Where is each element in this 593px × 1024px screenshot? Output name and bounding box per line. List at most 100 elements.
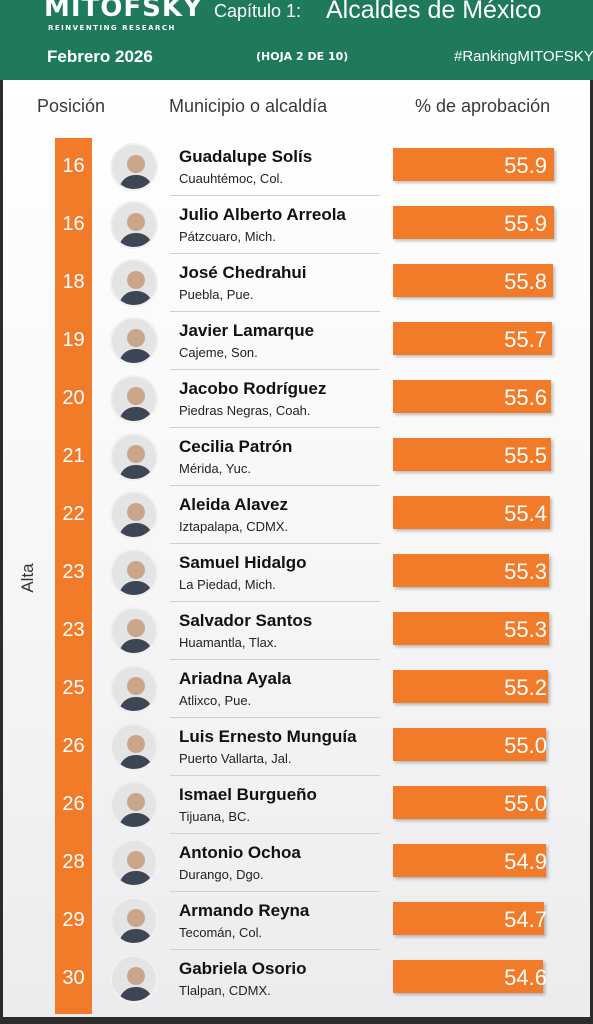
rank-position: 29 xyxy=(62,909,85,931)
row-divider xyxy=(170,659,380,660)
municipality-name: Tijuana, BC. xyxy=(179,809,251,824)
rank-position: 19 xyxy=(62,329,85,351)
ranking-row: 20 Jacobo Rodríguez Piedras Negras, Coah. 5… xyxy=(0,370,593,428)
municipality-name: Puebla, Pue. xyxy=(179,287,254,302)
hashtag: #RankingMITOFSKY xyxy=(454,48,593,65)
approval-bar xyxy=(393,264,553,297)
rank-position: 22 xyxy=(62,503,85,525)
mayor-name: Armando Reyna xyxy=(179,901,310,920)
row-divider xyxy=(170,891,380,892)
rank-position: 26 xyxy=(62,735,85,757)
approval-bar xyxy=(393,786,546,819)
rank-position: 25 xyxy=(62,677,85,699)
avatar xyxy=(110,955,158,1003)
approval-value: 55.2 xyxy=(504,675,547,700)
brand-tagline: REINVENTING RESEARCH xyxy=(48,24,176,32)
approval-value: 54.6 xyxy=(504,965,547,990)
approval-value: 55.3 xyxy=(504,559,547,584)
avatar xyxy=(110,781,158,829)
approval-bar xyxy=(393,322,552,355)
sheet-indicator: (HOJA 2 DE 10) xyxy=(256,50,349,63)
approval-value: 55.3 xyxy=(504,617,547,642)
municipality-name: Tlalpan, CDMX. xyxy=(179,983,271,998)
row-divider xyxy=(170,427,380,428)
approval-bar xyxy=(393,902,544,935)
mayor-name: Aleida Alavez xyxy=(179,495,288,514)
avatar xyxy=(110,897,158,945)
municipality-name: Puerto Vallarta, Jal. xyxy=(179,751,292,766)
municipality-name: Durango, Dgo. xyxy=(179,867,264,882)
row-divider xyxy=(170,195,380,196)
municipality-name: Huamantla, Tlax. xyxy=(179,635,278,650)
rank-position: 21 xyxy=(62,445,85,467)
avatar xyxy=(110,723,158,771)
rank-position: 16 xyxy=(62,155,85,177)
avatar xyxy=(110,201,158,249)
mayor-name: Ariadna Ayala xyxy=(179,669,292,688)
approval-value: 55.0 xyxy=(504,791,547,816)
mayor-name: Cecilia Patrón xyxy=(179,437,293,456)
approval-bar xyxy=(393,148,554,181)
approval-bar xyxy=(393,554,549,587)
approval-value: 55.5 xyxy=(504,443,547,468)
approval-bar xyxy=(393,728,546,761)
mayor-name: Jacobo Rodríguez xyxy=(179,379,327,398)
municipality-name: Pátzcuaro, Mich. xyxy=(179,229,276,244)
approval-bar xyxy=(393,670,548,703)
municipality-name: Cuauhtémoc, Col. xyxy=(179,171,284,186)
rank-position: 23 xyxy=(62,561,85,583)
approval-value: 54.7 xyxy=(504,907,547,932)
rank-position: 18 xyxy=(62,271,85,293)
ranking-row: 28 Antonio Ochoa Durango, Dgo. 54.9 xyxy=(0,834,593,892)
municipality-name: La Piedad, Mich. xyxy=(179,577,276,592)
avatar xyxy=(110,375,158,423)
ranking-row: 26 Luis Ernesto Munguía Puerto Vallarta, J… xyxy=(0,718,593,776)
chapter-label: Capítulo 1: xyxy=(214,1,302,21)
approval-value: 55.9 xyxy=(504,211,547,236)
municipality-name: Iztapalapa, CDMX. xyxy=(179,519,289,534)
header-banner: MITOFSKY REINVENTING RESEARCH Capítulo 1… xyxy=(0,0,593,80)
brand-logo: MITOFSKY xyxy=(44,0,203,23)
row-divider xyxy=(170,253,380,254)
ranking-row: 23 Salvador Santos Huamantla, Tlax. 55.3 xyxy=(0,602,593,660)
row-divider xyxy=(170,369,380,370)
avatar xyxy=(110,433,158,481)
approval-value: 55.0 xyxy=(504,733,547,758)
avatar xyxy=(110,665,158,713)
approval-bar xyxy=(393,844,546,877)
avatar xyxy=(110,143,158,191)
municipality-name: Atlixco, Pue. xyxy=(179,693,252,708)
mayor-name: Guadalupe Solís xyxy=(179,147,313,166)
approval-value: 55.9 xyxy=(504,153,547,178)
approval-value: 55.8 xyxy=(504,269,547,294)
report-date: Febrero 2026 xyxy=(47,47,153,66)
column-header-municipality: Municipio o alcaldía xyxy=(169,96,328,116)
ranking-row: 19 Javier Lamarque Cajeme, Son. 55.7 xyxy=(0,312,593,370)
avatar xyxy=(110,259,158,307)
avatar xyxy=(110,839,158,887)
approval-value: 55.7 xyxy=(504,327,547,352)
approval-bar xyxy=(393,380,551,413)
municipality-name: Cajeme, Son. xyxy=(179,345,258,360)
row-divider xyxy=(170,601,380,602)
ranking-row: 23 Samuel Hidalgo La Piedad, Mich. 55.3 xyxy=(0,544,593,602)
approval-bar xyxy=(393,612,549,645)
ranking-row: 16 Julio Alberto Arreola Pátzcuaro, Mich. 5… xyxy=(0,196,593,254)
approval-value: 54.9 xyxy=(504,849,547,874)
mayor-name: Gabriela Osorio xyxy=(179,959,307,978)
row-divider xyxy=(170,833,380,834)
ranking-row: 16 Guadalupe Solís Cuauhtémoc, Col. 55.9 xyxy=(0,138,593,196)
ranking-row: 29 Armando Reyna Tecomán, Col. 54.7 xyxy=(0,892,593,950)
approval-bar xyxy=(393,960,543,993)
mayor-name: Salvador Santos xyxy=(179,611,313,630)
mayor-name: José Chedrahui xyxy=(179,263,307,282)
rank-position: 23 xyxy=(62,619,85,641)
mayor-name: Ismael Burgueño xyxy=(179,785,317,804)
ranking-row: 26 Ismael Burgueño Tijuana, BC. 55.0 xyxy=(0,776,593,834)
avatar xyxy=(110,607,158,655)
row-divider xyxy=(170,311,380,312)
rank-position: 20 xyxy=(62,387,85,409)
rank-position: 26 xyxy=(62,793,85,815)
approval-value: 55.4 xyxy=(504,501,547,526)
rank-column-bar xyxy=(55,138,92,1014)
